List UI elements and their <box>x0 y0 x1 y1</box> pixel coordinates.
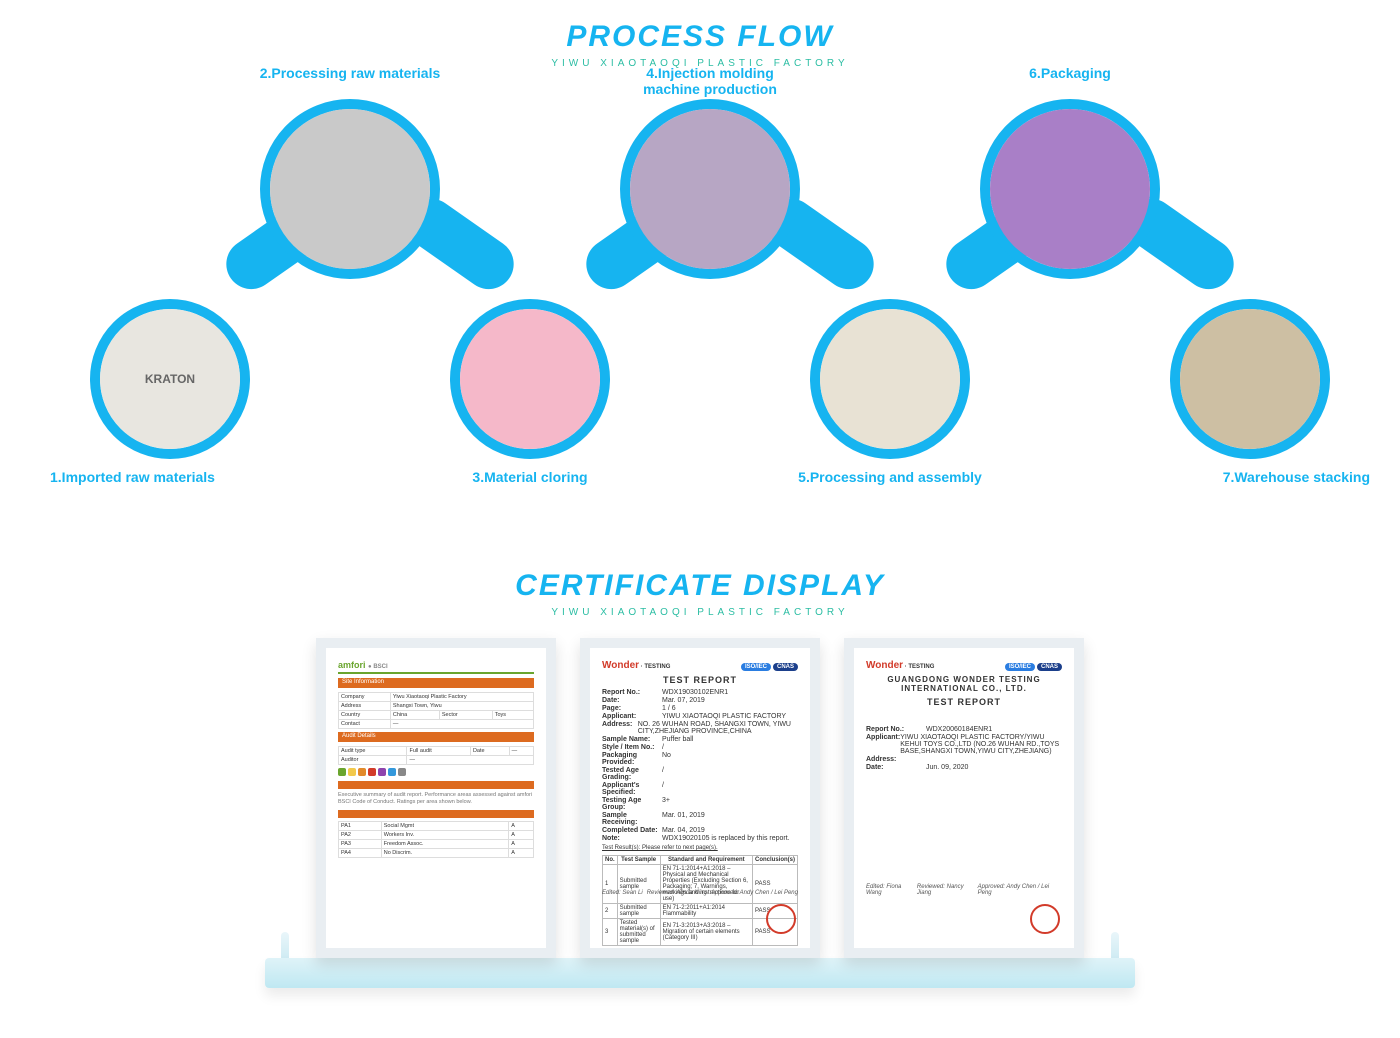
process-step-4 <box>620 99 800 279</box>
report-heading: TEST REPORT <box>602 675 798 685</box>
accreditation-badges: ISO/IECCNAS <box>739 660 798 671</box>
signatures: Edited: Sean Li Reviewed: Alinda Ning Ap… <box>602 890 798 896</box>
accreditation-badges: ISO/IECCNAS <box>1003 660 1062 671</box>
amfori-brand: amfori <box>338 660 366 670</box>
amfori-info-table: CompanyYiwu Xiaotaoqi Plastic Factory Ad… <box>338 692 534 729</box>
amfori-section: Site Information <box>338 678 534 688</box>
process-step-2 <box>260 99 440 279</box>
cert-subtitle: YIWU XIAOTAOQI PLASTIC FACTORY <box>0 607 1400 618</box>
wonder-brand: Wonder <box>866 660 903 671</box>
process-step-photo <box>990 109 1150 269</box>
process-step-photo <box>630 109 790 269</box>
certificate-amfori: amfori ● BSCI Site Information CompanyYi… <box>316 638 556 958</box>
process-step-1: KRATON <box>90 299 250 459</box>
process-title: PROCESS FLOW <box>0 20 1400 54</box>
process-step-label: 5.Processing and assembly <box>770 469 1010 485</box>
results-table: No.Test SampleStandard and RequirementCo… <box>602 855 798 946</box>
amfori-section <box>338 810 534 818</box>
signatures: Edited: Fiona Wang Reviewed: Nancy Jiang… <box>866 884 1062 896</box>
process-step-photo <box>460 309 600 449</box>
process-step-photo <box>1180 309 1320 449</box>
results-title: Test Result(s): Please refer to next pag… <box>602 845 798 851</box>
process-step-3 <box>450 299 610 459</box>
process-step-label: 4.Injection molding machine production <box>590 65 830 97</box>
process-step-label: 3.Material cloring <box>410 469 650 485</box>
certificate-shelf: amfori ● BSCI Site Information CompanyYi… <box>275 638 1125 998</box>
process-step-photo <box>820 309 960 449</box>
cert-title: CERTIFICATE DISPLAY <box>0 569 1400 603</box>
stamp-icon <box>1030 904 1060 934</box>
process-step-label: 2.Processing raw materials <box>230 65 470 81</box>
report-heading: TEST REPORT <box>866 697 1062 707</box>
amfori-section <box>338 781 534 789</box>
amfori-findings: PA1Social MgmtA PA2Workers Inv.A PA3Free… <box>338 821 534 858</box>
process-step-label: 6.Packaging <box>950 65 1190 81</box>
process-step-7 <box>1170 299 1330 459</box>
wonder-brand: Wonder <box>602 660 639 671</box>
amfori-rating-legend <box>338 768 534 778</box>
certificate-test-report-2: Wonder · TESTING ISO/IECCNAS GUANGDONG W… <box>844 638 1084 958</box>
process-step-photo: KRATON <box>100 309 240 449</box>
report-company: GUANGDONG WONDER TESTING INTERNATIONAL C… <box>866 675 1062 693</box>
process-step-6 <box>980 99 1160 279</box>
report-fields: Report No.:WDX20060184ENR1Applicant:YIWU… <box>866 726 1062 771</box>
process-step-5 <box>810 299 970 459</box>
amfori-section: Audit Details <box>338 732 534 742</box>
process-step-photo <box>270 109 430 269</box>
process-flow-diagram: KRATON1.Imported raw materials2.Processi… <box>70 99 1330 509</box>
certificate-test-report-1: Wonder · TESTING ISO/IECCNAS TEST REPORT… <box>580 638 820 958</box>
report-fields: Report No.:WDX19030102ENR1Date:Mar. 07, … <box>602 689 798 842</box>
stamp-icon <box>766 904 796 934</box>
amfori-audit-table: Audit typeFull auditDate— Auditor— <box>338 746 534 765</box>
shelf-base <box>265 958 1135 988</box>
process-step-label: 1.Imported raw materials <box>50 469 290 485</box>
process-step-label: 7.Warehouse stacking <box>1130 469 1370 485</box>
